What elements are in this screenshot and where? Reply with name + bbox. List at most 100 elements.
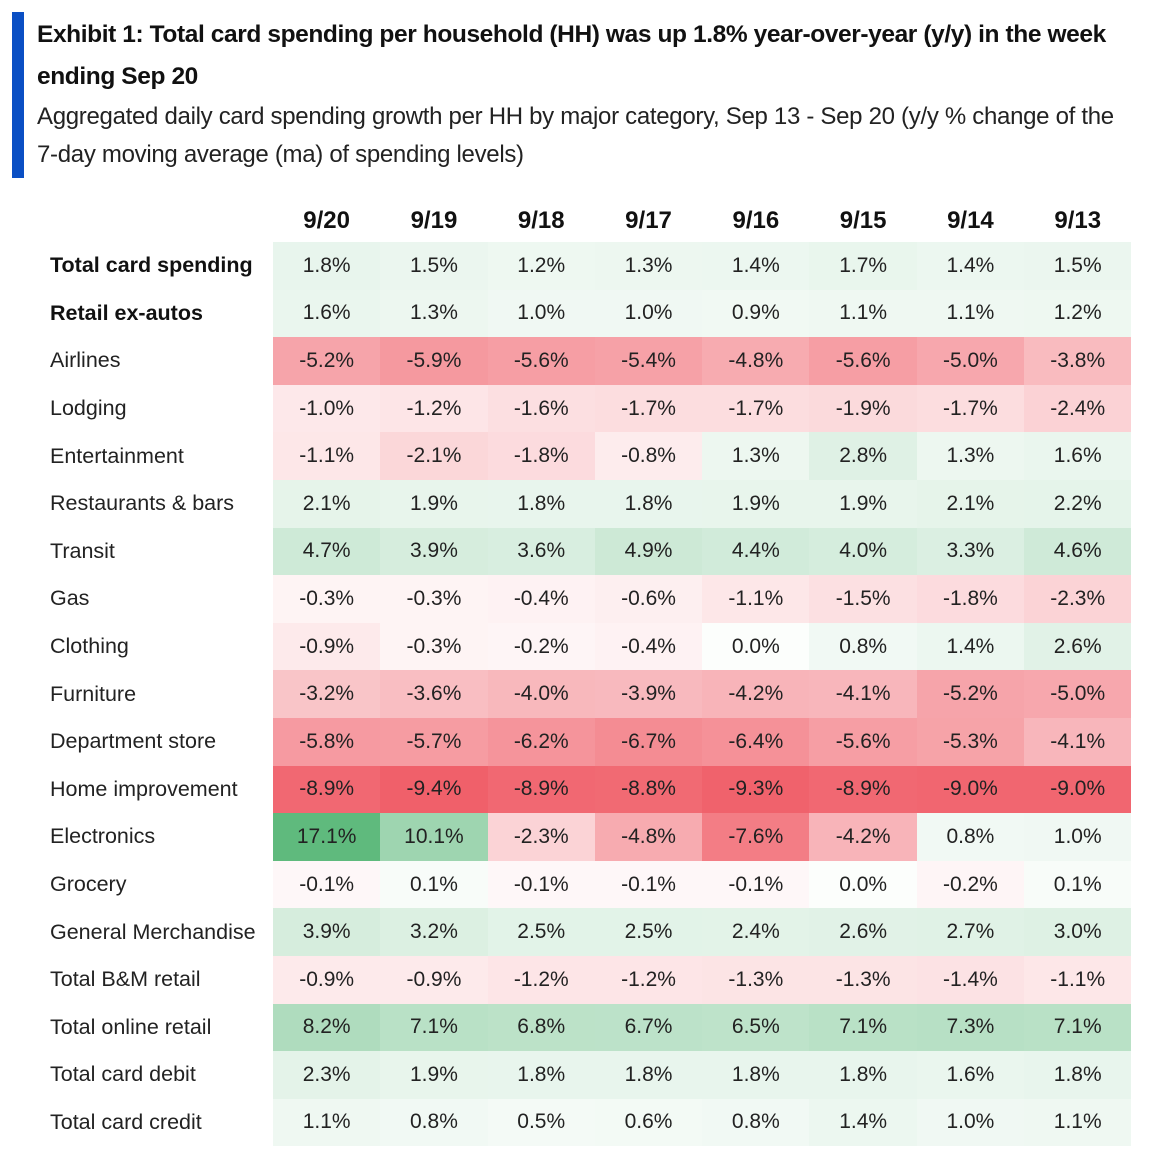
heatmap-cell: -0.1% bbox=[594, 860, 703, 909]
corner-header bbox=[40, 200, 273, 242]
exhibit-subtitle: Aggregated daily card spending growth pe… bbox=[37, 103, 1114, 168]
heatmap-cell: 0.9% bbox=[702, 289, 810, 338]
heatmap-cell: 1.8% bbox=[1024, 1051, 1132, 1099]
heatmap-cell: 1.5% bbox=[380, 242, 488, 290]
heatmap-cell: -5.0% bbox=[1024, 670, 1132, 718]
heatmap-cell: -0.9% bbox=[380, 955, 488, 1004]
heatmap-cell: -5.6% bbox=[809, 717, 917, 766]
table-row: Total card spending 1.8% 1.5% 1.2% 1.3% 1.4% 1… bbox=[40, 242, 1132, 290]
table-row: Restaurants & bars 2.1% 1.9% 1.8% 1.8% 1.9% 1.… bbox=[40, 479, 1132, 528]
heatmap-cell: 7.1% bbox=[380, 1003, 488, 1052]
column-header-row: 9/20 9/19 9/18 9/17 9/16 9/15 9/14 9/13 bbox=[40, 200, 1131, 242]
heatmap-cell: -9.0% bbox=[916, 765, 1025, 814]
heatmap-cell: -0.3% bbox=[380, 575, 488, 623]
row-label: Furniture bbox=[40, 670, 273, 718]
heatmap-cell: -3.2% bbox=[273, 670, 381, 718]
heatmap-cell: 1.9% bbox=[809, 479, 917, 528]
column-header-9-14: 9/14 bbox=[947, 207, 994, 234]
heatmap-cell: 1.0% bbox=[487, 289, 595, 338]
heatmap-cell: -1.9% bbox=[809, 384, 917, 433]
heatmap-cell: -8.9% bbox=[273, 765, 381, 814]
row-label: Clothing bbox=[40, 622, 273, 671]
heatmap-cell: 0.5% bbox=[487, 1098, 595, 1147]
heatmap-cell: 2.8% bbox=[809, 432, 917, 480]
heatmap-cell: -0.1% bbox=[273, 860, 381, 909]
exhibit-title: Exhibit 1: Total card spending per house… bbox=[37, 21, 1106, 90]
heatmap-cell: -4.1% bbox=[809, 670, 917, 718]
table-row: Total card debit 2.3% 1.9% 1.8% 1.8% 1.8% 1.8%… bbox=[40, 1051, 1132, 1099]
heatmap-cell: -2.3% bbox=[1024, 575, 1132, 623]
heatmap-cell: 2.4% bbox=[702, 908, 810, 956]
heatmap-cell: -4.2% bbox=[702, 670, 810, 718]
heatmap-cell: 3.6% bbox=[487, 527, 595, 576]
heatmap-cell: -8.9% bbox=[487, 765, 595, 814]
row-label: Lodging bbox=[40, 384, 273, 433]
heatmap-cell: -0.9% bbox=[273, 622, 381, 671]
row-label: Entertainment bbox=[40, 432, 273, 480]
row-label: General Merchandise bbox=[40, 908, 273, 956]
heatmap-cell: 2.3% bbox=[273, 1051, 381, 1099]
heatmap-cell: 17.1% bbox=[273, 813, 381, 861]
heatmap-cell: -4.0% bbox=[487, 670, 595, 718]
table-row: Total online retail 8.2% 7.1% 6.8% 6.7% 6.5% 7… bbox=[40, 1003, 1132, 1052]
heatmap-cell: 1.1% bbox=[809, 289, 917, 338]
table-row: Home improvement -8.9% -9.4% -8.9% -8.8% -9.3… bbox=[40, 765, 1132, 814]
table-row: Total B&M retail -0.9% -0.9% -1.2% -1.2% -1.3… bbox=[40, 955, 1132, 1004]
heatmap-cell: -1.2% bbox=[487, 955, 595, 1004]
column-header-9-15: 9/15 bbox=[839, 207, 887, 234]
heatmap-cell: -1.1% bbox=[702, 575, 810, 623]
heatmap-cell: -5.2% bbox=[273, 337, 381, 385]
heatmap-cell: 0.0% bbox=[809, 860, 917, 909]
row-label: Transit bbox=[40, 527, 273, 576]
heatmap-cell: -0.8% bbox=[594, 432, 703, 480]
heatmap-cell: -6.2% bbox=[487, 717, 595, 766]
heatmap-cell: -0.3% bbox=[380, 622, 488, 671]
heatmap-cell: -5.4% bbox=[594, 337, 703, 385]
heatmap-cell: 1.1% bbox=[916, 289, 1025, 338]
heatmap-cell: 1.8% bbox=[487, 479, 595, 528]
heatmap-cell: -5.9% bbox=[380, 337, 488, 385]
heatmap-cell: 0.1% bbox=[1024, 860, 1132, 909]
heatmap-cell: -5.6% bbox=[809, 337, 917, 385]
row-label: Department store bbox=[40, 717, 273, 766]
row-label: Total online retail bbox=[40, 1003, 273, 1052]
heatmap-cell: -9.3% bbox=[702, 765, 810, 814]
table-row: General Merchandise 3.9% 3.2% 2.5% 2.5% 2.4% 2… bbox=[40, 908, 1132, 956]
heatmap-cell: 3.0% bbox=[1024, 908, 1132, 956]
heatmap-cell: 3.9% bbox=[273, 908, 381, 956]
heatmap-cell: 3.2% bbox=[380, 908, 488, 956]
table-row: Retail ex-autos 1.6% 1.3% 1.0% 1.0% 0.9% 1.1% 1… bbox=[40, 289, 1132, 338]
heatmap-cell: -1.6% bbox=[487, 384, 595, 433]
table-row: Entertainment -1.1% -2.1% -1.8% -0.8% 1.3% 2.8… bbox=[40, 432, 1132, 480]
table-row: Clothing -0.9% -0.3% -0.2% -0.4% 0.0% 0.8% 1.4%… bbox=[40, 622, 1132, 671]
heatmap-cell: -0.4% bbox=[594, 622, 703, 671]
heatmap-cell: 1.2% bbox=[487, 242, 595, 290]
heatmap-cell: 3.3% bbox=[916, 527, 1025, 576]
heatmap-cell: 1.8% bbox=[273, 242, 381, 290]
heatmap-cell: -1.4% bbox=[916, 955, 1025, 1004]
heatmap-cell: -5.6% bbox=[487, 337, 595, 385]
heatmap-cell: 1.0% bbox=[916, 1098, 1025, 1147]
heatmap-cell: -6.4% bbox=[702, 717, 810, 766]
table-row: Department store -5.8% -5.7% -6.2% -6.7% -6.4… bbox=[40, 717, 1132, 766]
heatmap-cell: -1.1% bbox=[1024, 955, 1132, 1004]
table-row: Gas -0.3% -0.3% -0.4% -0.6% -1.1% -1.5% -1.8% -2… bbox=[40, 575, 1132, 623]
row-label: Total card credit bbox=[40, 1098, 273, 1147]
heatmap-cell: -2.3% bbox=[487, 813, 595, 861]
heatmap-cell: -0.9% bbox=[273, 955, 381, 1004]
row-label: Total card debit bbox=[40, 1051, 273, 1099]
heatmap-cell: -4.8% bbox=[702, 337, 810, 385]
column-header-9-17: 9/17 bbox=[625, 207, 672, 234]
heatmap-cell: 3.9% bbox=[380, 527, 488, 576]
heatmap-cell: 1.8% bbox=[487, 1051, 595, 1099]
table-row: Lodging -1.0% -1.2% -1.6% -1.7% -1.7% -1.9% -1.… bbox=[40, 384, 1132, 433]
heatmap-cell: 1.4% bbox=[809, 1098, 917, 1147]
heatmap-cell: 4.7% bbox=[273, 527, 381, 576]
heatmap-cell: 1.1% bbox=[273, 1098, 381, 1147]
column-header-9-20: 9/20 bbox=[303, 207, 350, 234]
heatmap-cell: -0.2% bbox=[487, 622, 595, 671]
row-label: Electronics bbox=[40, 813, 273, 861]
heatmap-cell: -1.7% bbox=[916, 384, 1025, 433]
heatmap-cell: 2.2% bbox=[1024, 479, 1132, 528]
heatmap-cell: -0.1% bbox=[702, 860, 810, 909]
